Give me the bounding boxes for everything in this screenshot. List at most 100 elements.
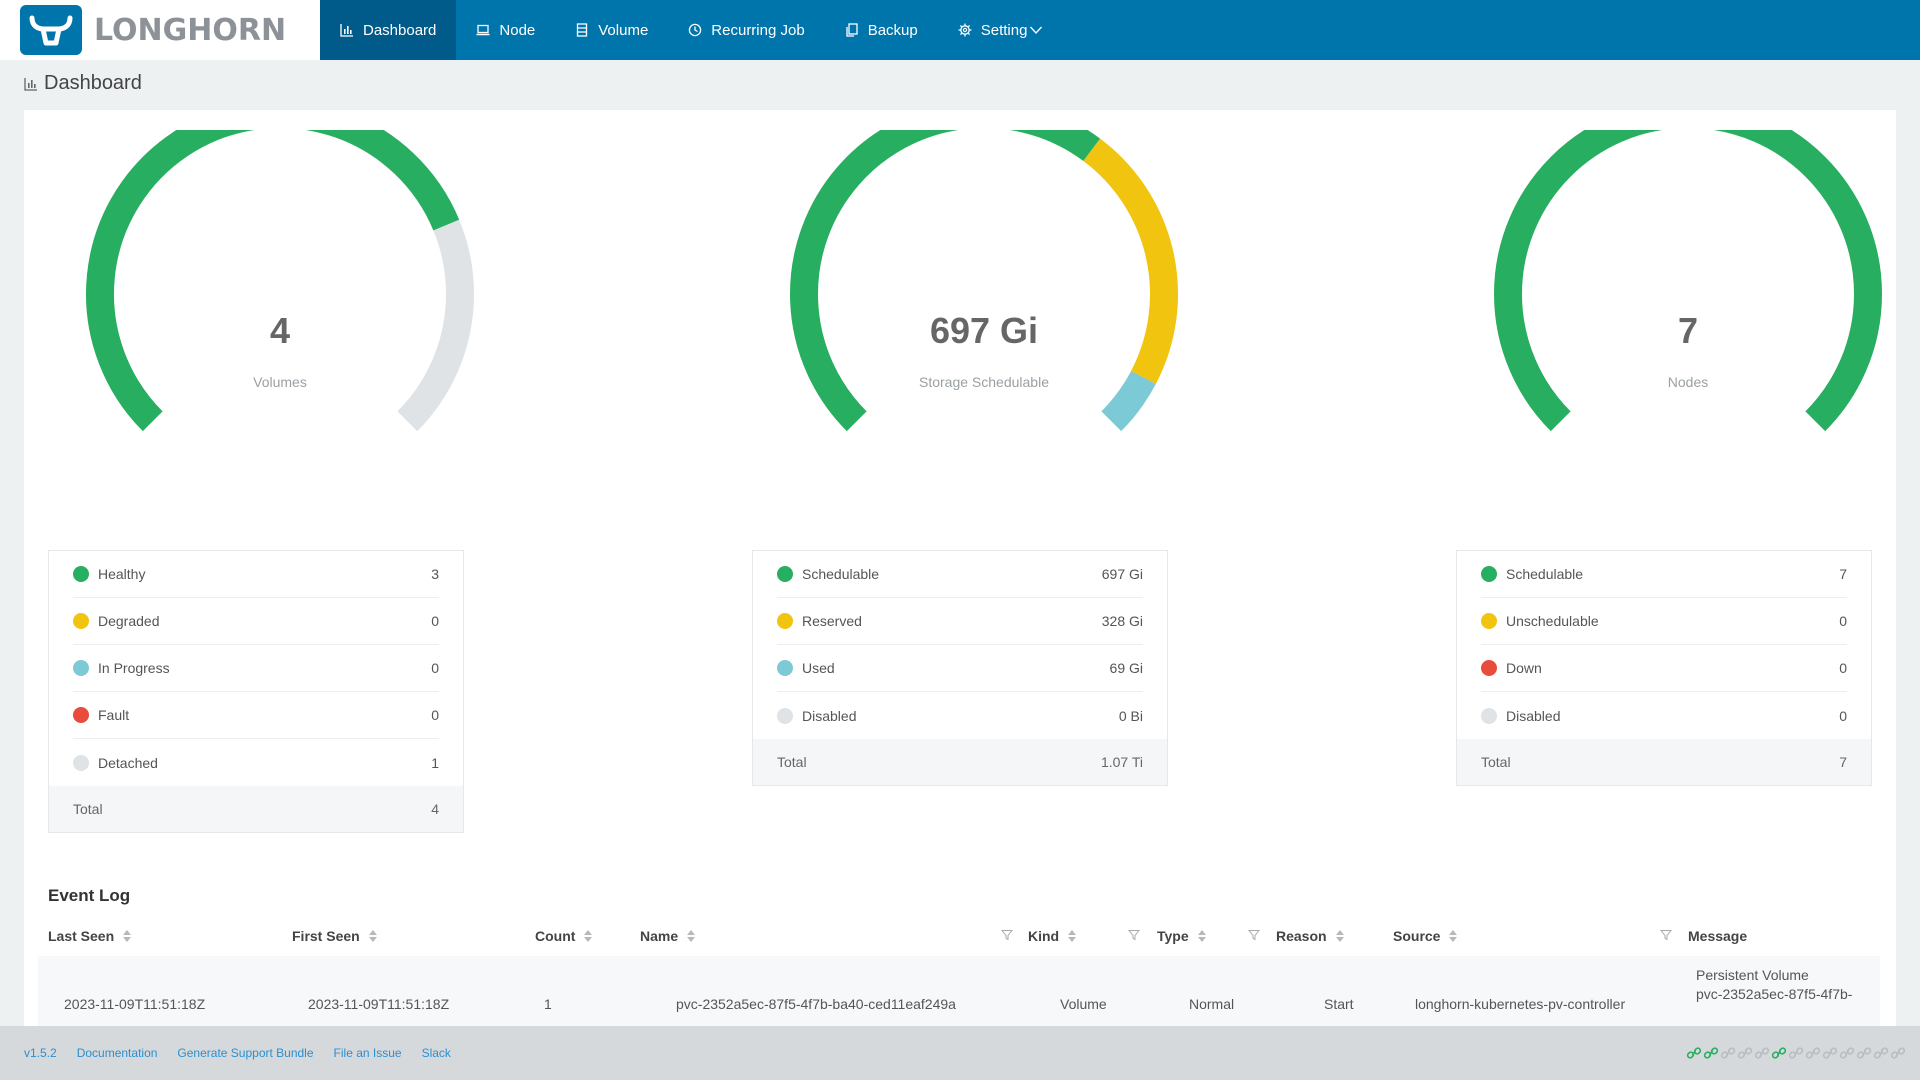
gauge-segment <box>86 130 460 432</box>
sort-icon[interactable] <box>1335 930 1344 942</box>
sort-icon[interactable] <box>123 930 132 942</box>
sort-icon[interactable] <box>1197 930 1206 942</box>
legend-value: 0 <box>431 707 439 723</box>
event-log-header: Last Seen First Seen Count Name Kind Typ… <box>24 916 1880 956</box>
legend-row-disabled[interactable]: Disabled 0 Bi <box>777 692 1143 739</box>
legend-row-fault[interactable]: Fault 0 <box>73 692 439 739</box>
total-value: 1.07 Ti <box>1100 754 1143 770</box>
link-icon <box>1720 1046 1736 1060</box>
legend-label: Detached <box>98 754 158 771</box>
cell-source: longhorn-kubernetes-pv-controller <box>1415 996 1626 1012</box>
legend-row-schedulable[interactable]: Schedulable 697 Gi <box>777 551 1143 598</box>
legend-label: In Progress <box>98 660 170 676</box>
link-icon <box>1822 1046 1838 1060</box>
legend-value: 0 <box>431 613 439 629</box>
legend-row-schedulable[interactable]: Schedulable 7 <box>1481 551 1847 598</box>
slack-link[interactable]: Slack <box>421 1046 451 1060</box>
volumes-gauge: 4 Volumes <box>50 130 510 530</box>
legend-label: Disabled <box>1506 707 1561 724</box>
sort-icon[interactable] <box>1068 930 1077 942</box>
total-value: 7 <box>1839 754 1847 770</box>
col-type[interactable]: Type <box>1157 916 1206 956</box>
legend-value: 7 <box>1839 566 1847 582</box>
filter-icon[interactable] <box>1128 929 1140 941</box>
brand[interactable]: LONGHORN <box>0 0 320 60</box>
nav-node[interactable]: Node <box>456 0 555 60</box>
nav-setting[interactable]: Setting <box>938 0 1064 60</box>
nav-label: Dashboard <box>363 21 437 39</box>
legend-value: 69 Gi <box>1109 660 1143 676</box>
legend-value: 328 Gi <box>1101 613 1143 629</box>
status-dot <box>73 613 89 629</box>
legend-row-down[interactable]: Down 0 <box>1481 645 1847 692</box>
link-icon <box>1839 1046 1855 1060</box>
cell-first-seen: 2023-11-09T11:51:18Z <box>308 996 450 1012</box>
storage-legend: Schedulable 697 Gi Reserved 328 Gi Used … <box>752 550 1168 786</box>
nodes-gauge: 7 Nodes <box>1458 130 1918 530</box>
link-icon <box>1805 1046 1821 1060</box>
copy-icon <box>845 23 859 37</box>
col-message[interactable]: Message <box>1688 916 1747 956</box>
legend-row-used[interactable]: Used 69 Gi <box>777 645 1143 692</box>
bar-chart-icon <box>340 23 354 37</box>
sort-icon[interactable] <box>584 930 593 942</box>
status-dot <box>1481 707 1497 724</box>
generate-support-bundle-link[interactable]: Generate Support Bundle <box>177 1046 314 1060</box>
col-first-seen[interactable]: First Seen <box>292 916 377 956</box>
filter-icon[interactable] <box>1248 929 1260 941</box>
legend-row-disabled[interactable]: Disabled 0 <box>1481 692 1847 739</box>
legend-row-healthy[interactable]: Healthy 3 <box>73 551 439 598</box>
legend-label: Reserved <box>802 613 862 629</box>
col-count[interactable]: Count <box>535 916 593 956</box>
col-source[interactable]: Source <box>1393 916 1458 956</box>
sort-icon[interactable] <box>687 930 696 942</box>
top-navbar: LONGHORN Dashboard Node Volume Recurring… <box>0 0 1920 60</box>
filter-icon[interactable] <box>1660 929 1672 941</box>
legend-total: Total 1.07 Ti <box>753 739 1167 785</box>
sort-icon[interactable] <box>1449 930 1458 942</box>
total-value: 4 <box>431 801 439 817</box>
legend-row-in-progress[interactable]: In Progress 0 <box>73 645 439 692</box>
status-dot <box>777 660 793 676</box>
version-link[interactable]: v1.5.2 <box>24 1046 57 1060</box>
chevron-down-icon <box>1029 25 1043 35</box>
sort-icon[interactable] <box>368 930 377 942</box>
col-last-seen[interactable]: Last Seen <box>48 916 132 956</box>
legend-value: 0 <box>1839 660 1847 676</box>
table-row[interactable]: 2023-11-09T11:51:18Z 2023-11-09T11:51:18… <box>38 956 1880 1030</box>
gauge-label: Storage Schedulable <box>919 374 1049 390</box>
legend-row-reserved[interactable]: Reserved 328 Gi <box>777 598 1143 645</box>
total-label: Total <box>73 801 103 817</box>
legend-row-unschedulable[interactable]: Unschedulable 0 <box>1481 598 1847 645</box>
col-kind[interactable]: Kind <box>1028 916 1077 956</box>
cell-message-line: Persistent Volume <box>1696 967 1809 983</box>
event-log-title: Event Log <box>48 886 131 905</box>
nav-volume[interactable]: Volume <box>555 0 668 60</box>
laptop-icon <box>476 23 490 37</box>
filter-icon[interactable] <box>1001 929 1013 941</box>
storage-gauge: 697 Gi Storage Schedulable <box>754 130 1214 530</box>
file-issue-link[interactable]: File an Issue <box>333 1046 402 1060</box>
footer: v1.5.2 Documentation Generate Support Bu… <box>0 1026 1920 1080</box>
nav-backup[interactable]: Backup <box>825 0 938 60</box>
cell-name: pvc-2352a5ec-87f5-4f7b-ba40-ced11eaf249a <box>676 996 956 1012</box>
col-reason[interactable]: Reason <box>1276 916 1344 956</box>
nav-recurring-job[interactable]: Recurring Job <box>668 0 824 60</box>
volumes-legend: Healthy 3 Degraded 0 In Progress 0 Fault… <box>48 550 464 833</box>
col-name[interactable]: Name <box>640 916 696 956</box>
gauge-segment <box>1494 130 1882 432</box>
legend-value: 697 Gi <box>1101 566 1143 582</box>
legend-label: Schedulable <box>1506 566 1584 582</box>
legend-row-detached[interactable]: Detached 1 <box>73 739 439 786</box>
col-label: Message <box>1688 928 1748 944</box>
legend-row-degraded[interactable]: Degraded 0 <box>73 598 439 645</box>
status-dot <box>777 566 793 582</box>
legend-label: Schedulable <box>802 566 880 582</box>
websocket-status <box>1685 1046 1906 1060</box>
gauge-value: 7 <box>1677 310 1699 351</box>
link-icon <box>1754 1046 1770 1060</box>
documentation-link[interactable]: Documentation <box>76 1046 158 1060</box>
col-label: Reason <box>1276 928 1327 944</box>
legend-value: 3 <box>431 566 439 582</box>
nav-dashboard[interactable]: Dashboard <box>320 0 457 60</box>
